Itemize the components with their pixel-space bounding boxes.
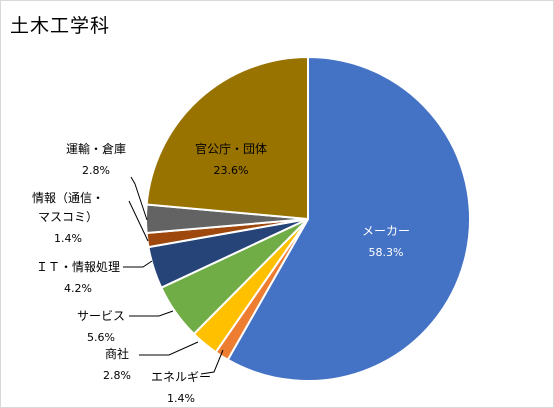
slice-name-label-5-0: 情報（通信・ xyxy=(32,191,104,205)
slice-name-label-5-1: マスコミ） xyxy=(38,210,98,224)
leader-line-5 xyxy=(128,200,149,242)
slice-percent-label-5: 1.4% xyxy=(54,232,82,245)
slice-name-label-6: 運輸・倉庫 xyxy=(66,141,126,156)
leader-line-4 xyxy=(123,260,153,268)
slice-percent-label-0: 58.3% xyxy=(369,246,404,259)
slice-name-label-0: メーカー xyxy=(362,224,410,238)
slice-percent-label-6: 2.8% xyxy=(82,164,110,177)
slice-name-label-2: 商社 xyxy=(105,346,129,361)
slice-name-label-7: 官公庁・団体 xyxy=(195,141,267,156)
leader-line-2 xyxy=(139,341,199,356)
chart-title: 土木工学科 xyxy=(10,15,111,37)
slice-percent-label-1: 1.4% xyxy=(167,392,195,405)
slice-name-label-1: エネルギー xyxy=(151,370,211,384)
slice-name-label-4: ＩＴ・情報処理 xyxy=(36,260,120,274)
slice-percent-label-2: 2.8% xyxy=(103,369,131,382)
pie-slice-0 xyxy=(226,55,472,382)
leader-line-3 xyxy=(129,310,174,317)
pie-slice-7 xyxy=(145,55,309,221)
slice-percent-label-4: 4.2% xyxy=(64,282,92,295)
slice-percent-label-3: 5.6% xyxy=(87,331,115,344)
slice-percent-label-7: 23.6% xyxy=(214,164,249,177)
leader-line-1 xyxy=(200,349,224,375)
leader-line-6 xyxy=(130,176,148,221)
slice-name-label-3: サービス xyxy=(77,309,125,323)
